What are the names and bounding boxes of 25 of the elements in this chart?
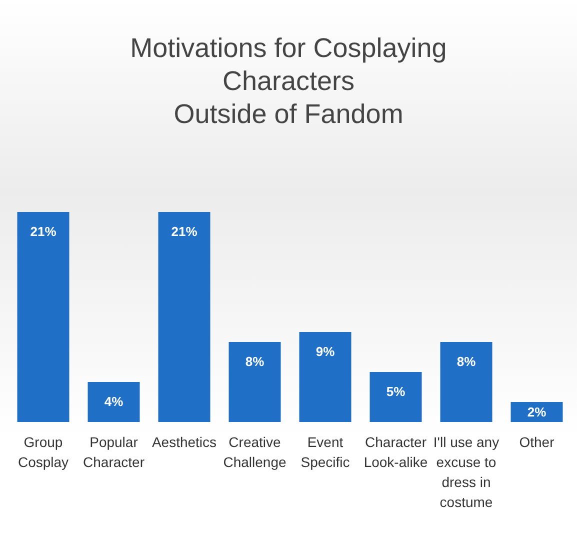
x-tick-label: Creative Challenge xyxy=(223,434,286,470)
data-label: 2% xyxy=(527,404,547,420)
bar xyxy=(17,212,70,422)
data-label: 21% xyxy=(30,224,57,239)
data-label: 21% xyxy=(171,224,198,239)
x-tick-label: Group Cosplay xyxy=(18,434,69,470)
x-tick-label: Other xyxy=(519,434,555,450)
chart-title: Motivations for Cosplaying Characters Outside of Fandom xyxy=(130,33,447,129)
data-label: 4% xyxy=(104,394,124,409)
x-tick-label: Character Look-alike xyxy=(364,434,428,470)
x-tick-label: Popular Character xyxy=(83,434,145,470)
bar xyxy=(440,342,492,422)
x-tick-label: Aesthetics xyxy=(152,434,217,450)
data-label: 8% xyxy=(456,354,476,369)
x-tick-label: Event Specific xyxy=(300,434,350,470)
bar xyxy=(370,372,422,422)
bar xyxy=(158,212,210,422)
data-label: 5% xyxy=(386,384,406,399)
bar xyxy=(88,382,140,422)
bar xyxy=(228,342,281,422)
x-tick-label: I'll use any excuse to dress in costume xyxy=(433,434,500,510)
bar xyxy=(510,402,563,422)
data-label: 9% xyxy=(316,344,336,359)
data-label: 8% xyxy=(245,354,265,369)
bar xyxy=(299,332,352,422)
